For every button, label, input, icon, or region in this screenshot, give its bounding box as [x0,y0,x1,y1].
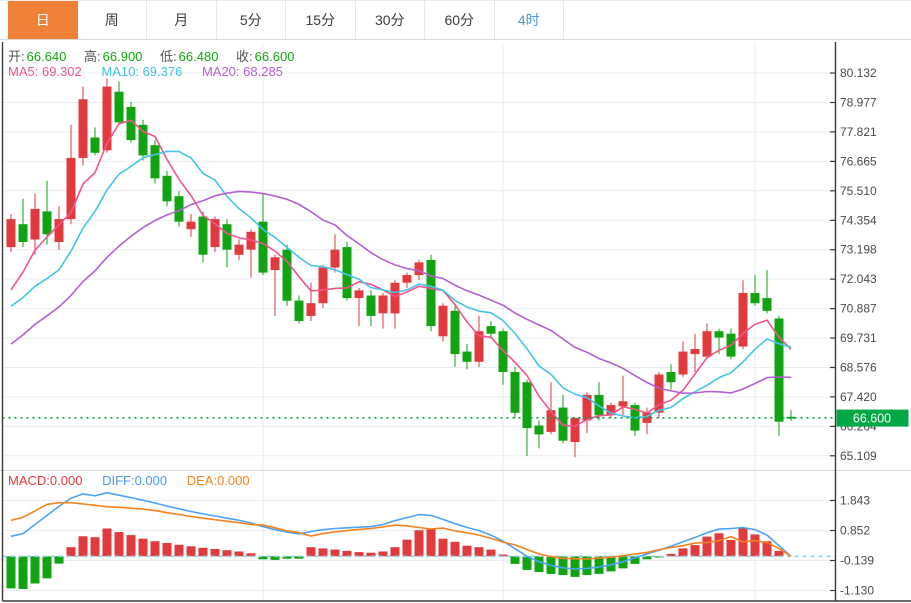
svg-text:74.354: 74.354 [840,213,877,227]
tab-timeframe-2[interactable]: 月 [147,1,217,39]
svg-text:75.510: 75.510 [840,184,877,198]
ma5-line [10,119,792,428]
current-price-badge: 66.600 [836,409,909,427]
svg-text:80.132: 80.132 [840,66,877,80]
tab-timeframe-5[interactable]: 30分 [355,1,425,39]
svg-text:67.420: 67.420 [840,390,877,404]
svg-text:69.731: 69.731 [840,331,877,345]
tab-timeframe-0[interactable]: 日 [8,1,78,39]
tab-timeframe-1[interactable]: 周 [77,1,147,39]
svg-text:68.576: 68.576 [840,361,877,375]
tab-timeframe-4[interactable]: 15分 [286,1,356,39]
svg-text:73.198: 73.198 [840,243,877,257]
svg-text:76.665: 76.665 [840,154,877,168]
tab-timeframe-6[interactable]: 60分 [425,1,495,39]
svg-text:78.977: 78.977 [840,96,877,110]
svg-text:66.600: 66.600 [853,411,891,425]
svg-text:65.109: 65.109 [840,449,877,463]
macd-gridlines [2,500,835,591]
svg-text:0.852: 0.852 [840,524,870,538]
svg-text:1.843: 1.843 [840,494,870,508]
svg-text:72.043: 72.043 [840,272,877,286]
tab-timeframe-7[interactable]: 4时 [494,1,564,39]
candles-layer [6,78,796,458]
svg-text:-1.130: -1.130 [840,584,874,598]
ma10-line [10,150,792,419]
svg-text:70.887: 70.887 [840,302,877,316]
svg-text:77.821: 77.821 [840,125,877,139]
ma20-line [10,190,792,395]
timeframe-tabbar: 日周月 5分 15分 30分 60分 4时 [0,0,911,40]
macd-y-axis-labels: 1.843 0.852 -0.139 -1.130 [830,494,874,598]
tab-timeframe-3[interactable]: 5分 [216,1,286,39]
dea-line [10,501,792,560]
svg-text:-0.139: -0.139 [840,554,874,568]
